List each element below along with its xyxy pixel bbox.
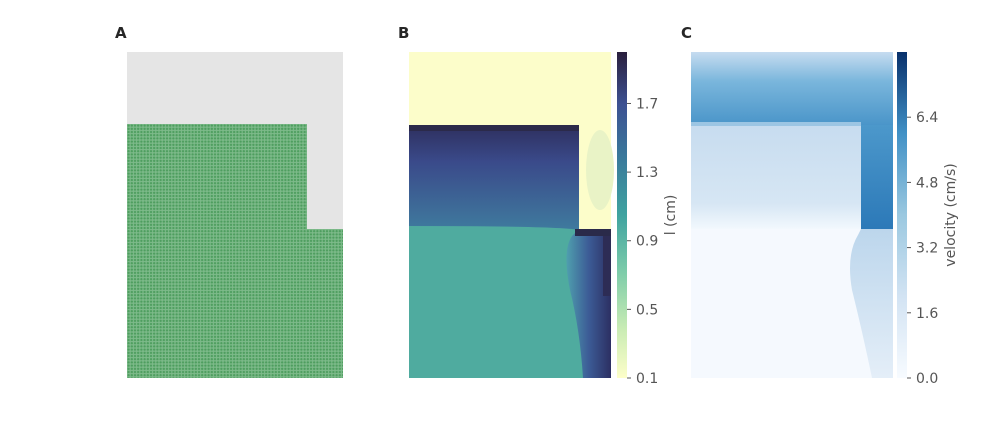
- particle-region: [127, 124, 343, 378]
- colorbar-c-tick-label: 6.4: [916, 110, 938, 126]
- b-band: [409, 125, 579, 230]
- b-plume: [566, 229, 611, 378]
- colorbar-c-gradient: [897, 52, 907, 378]
- b-step-shade: [586, 130, 614, 210]
- panel-a-scatter: [127, 52, 343, 378]
- c-band: [691, 125, 861, 229]
- b-plume-edge: [603, 236, 611, 296]
- colorbar-c: 0.0 1.6 3.2 4.8 6.4 velocity (cm/s): [897, 52, 959, 387]
- b-top-region: [409, 52, 611, 125]
- colorbar-c-label: velocity (cm/s): [943, 163, 959, 266]
- panel-a-label: A: [115, 24, 127, 42]
- colorbar-b: 0.1 0.5 0.9 1.3 1.7 l (cm): [617, 52, 679, 387]
- colorbar-b-label: l (cm): [663, 195, 679, 236]
- b-band-edge: [409, 125, 579, 131]
- colorbar-b-tick-label: 0.9: [636, 234, 658, 250]
- colorbar-b-tick-label: 1.3: [636, 165, 658, 181]
- c-band-edge: [691, 122, 861, 126]
- panel-c-heatmap: [691, 52, 893, 378]
- colorbar-c-tick-label: 3.2: [916, 241, 938, 257]
- colorbar-c-tick-label: 1.6: [916, 306, 938, 322]
- panel-b-label: B: [398, 24, 409, 42]
- colorbar-b-tick-label: 0.5: [636, 302, 658, 318]
- colorbar-c-tick-label: 0.0: [916, 371, 938, 387]
- c-plume: [850, 229, 893, 378]
- c-step-region: [861, 125, 893, 229]
- colorbar-b-tick-label: 1.7: [636, 96, 658, 112]
- panel-c-label: C: [681, 24, 692, 42]
- b-step-edge: [575, 229, 611, 236]
- c-top-region: [691, 52, 893, 125]
- colorbar-c-ticks: 0.0 1.6 3.2 4.8 6.4: [907, 110, 938, 387]
- colorbar-b-tick-label: 0.1: [636, 371, 658, 387]
- colorbar-b-gradient: [617, 52, 627, 378]
- panel-b-heatmap: [409, 52, 614, 378]
- colorbar-b-ticks: 0.1 0.5 0.9 1.3 1.7: [627, 96, 658, 387]
- colorbar-c-tick-label: 4.8: [916, 175, 938, 191]
